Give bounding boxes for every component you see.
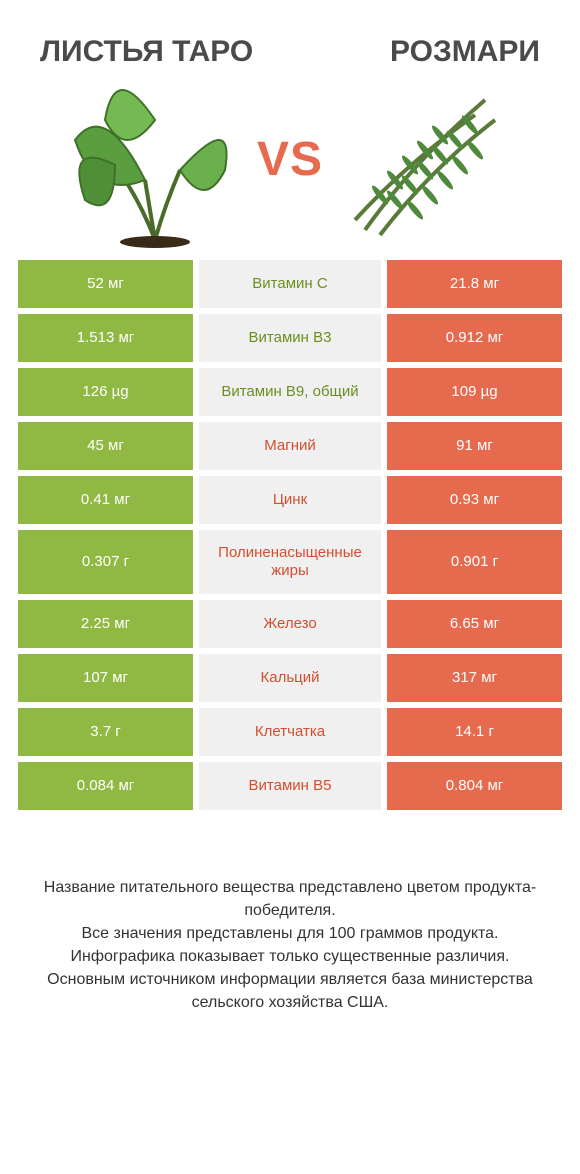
hero-row: VS <box>0 70 580 260</box>
right-value-cell: 317 мг <box>387 654 562 702</box>
rosemary-icon <box>325 70 525 250</box>
table-row: 0.084 мгВитамин B50.804 мг <box>18 762 562 810</box>
right-value-cell: 0.901 г <box>387 530 562 594</box>
nutrient-label-cell: Полиненасыщенные жиры <box>199 530 381 594</box>
right-value-cell: 0.93 мг <box>387 476 562 524</box>
left-value-cell: 0.307 г <box>18 530 193 594</box>
right-product-title: Розмари <box>390 35 540 70</box>
nutrient-label-cell: Кальций <box>199 654 381 702</box>
right-value-cell: 14.1 г <box>387 708 562 756</box>
table-row: 1.513 мгВитамин B30.912 мг <box>18 314 562 362</box>
right-value-cell: 21.8 мг <box>387 260 562 308</box>
footer-line: Основным источником информации является … <box>28 968 552 1014</box>
left-value-cell: 0.41 мг <box>18 476 193 524</box>
left-value-cell: 1.513 мг <box>18 314 193 362</box>
header: Листья таро Розмари <box>0 0 580 70</box>
table-row: 45 мгМагний91 мг <box>18 422 562 470</box>
left-value-cell: 126 µg <box>18 368 193 416</box>
table-row: 2.25 мгЖелезо6.65 мг <box>18 600 562 648</box>
footer-line: Инфографика показывает только существенн… <box>28 945 552 968</box>
footer-notes: Название питательного вещества представл… <box>0 816 580 1015</box>
nutrient-label-cell: Витамин B5 <box>199 762 381 810</box>
table-row: 52 мгВитамин C21.8 мг <box>18 260 562 308</box>
left-value-cell: 45 мг <box>18 422 193 470</box>
nutrient-label-cell: Магний <box>199 422 381 470</box>
nutrient-label-cell: Клетчатка <box>199 708 381 756</box>
left-product-title: Листья таро <box>40 35 253 70</box>
nutrient-label-cell: Цинк <box>199 476 381 524</box>
left-value-cell: 52 мг <box>18 260 193 308</box>
right-value-cell: 109 µg <box>387 368 562 416</box>
table-row: 0.41 мгЦинк0.93 мг <box>18 476 562 524</box>
table-row: 3.7 гКлетчатка14.1 г <box>18 708 562 756</box>
comparison-table: 52 мгВитамин C21.8 мг1.513 мгВитамин B30… <box>0 260 580 810</box>
table-row: 107 мгКальций317 мг <box>18 654 562 702</box>
right-value-cell: 91 мг <box>387 422 562 470</box>
vs-label: VS <box>255 132 325 187</box>
table-row: 126 µgВитамин B9, общий109 µg <box>18 368 562 416</box>
nutrient-label-cell: Витамин B9, общий <box>199 368 381 416</box>
table-row: 0.307 гПолиненасыщенные жиры0.901 г <box>18 530 562 594</box>
nutrient-label-cell: Витамин B3 <box>199 314 381 362</box>
left-value-cell: 3.7 г <box>18 708 193 756</box>
right-value-cell: 6.65 мг <box>387 600 562 648</box>
left-value-cell: 107 мг <box>18 654 193 702</box>
footer-line: Название питательного вещества представл… <box>28 876 552 922</box>
nutrient-label-cell: Витамин C <box>199 260 381 308</box>
left-value-cell: 0.084 мг <box>18 762 193 810</box>
nutrient-label-cell: Железо <box>199 600 381 648</box>
left-value-cell: 2.25 мг <box>18 600 193 648</box>
right-value-cell: 0.912 мг <box>387 314 562 362</box>
footer-line: Все значения представлены для 100 граммо… <box>28 922 552 945</box>
right-value-cell: 0.804 мг <box>387 762 562 810</box>
taro-leaves-icon <box>55 70 255 250</box>
